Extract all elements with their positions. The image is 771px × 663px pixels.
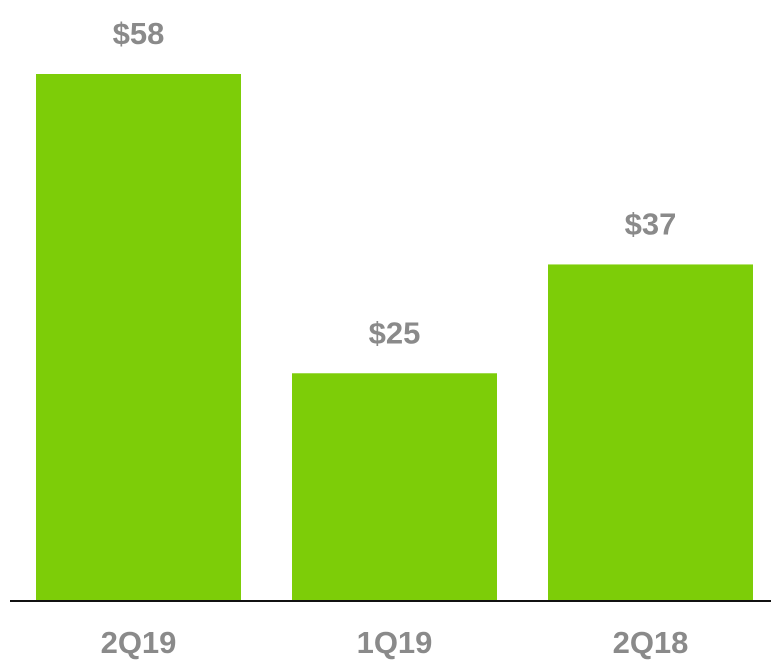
bar	[36, 74, 241, 600]
value-label: $58	[113, 16, 165, 51]
value-label: $37	[625, 207, 677, 242]
bar	[292, 373, 497, 600]
x-tick-label: 1Q19	[357, 625, 433, 660]
x-tick-label: 2Q19	[101, 625, 177, 660]
x-tick-label: 2Q18	[613, 625, 689, 660]
value-label: $25	[369, 315, 421, 350]
bar	[548, 264, 753, 600]
